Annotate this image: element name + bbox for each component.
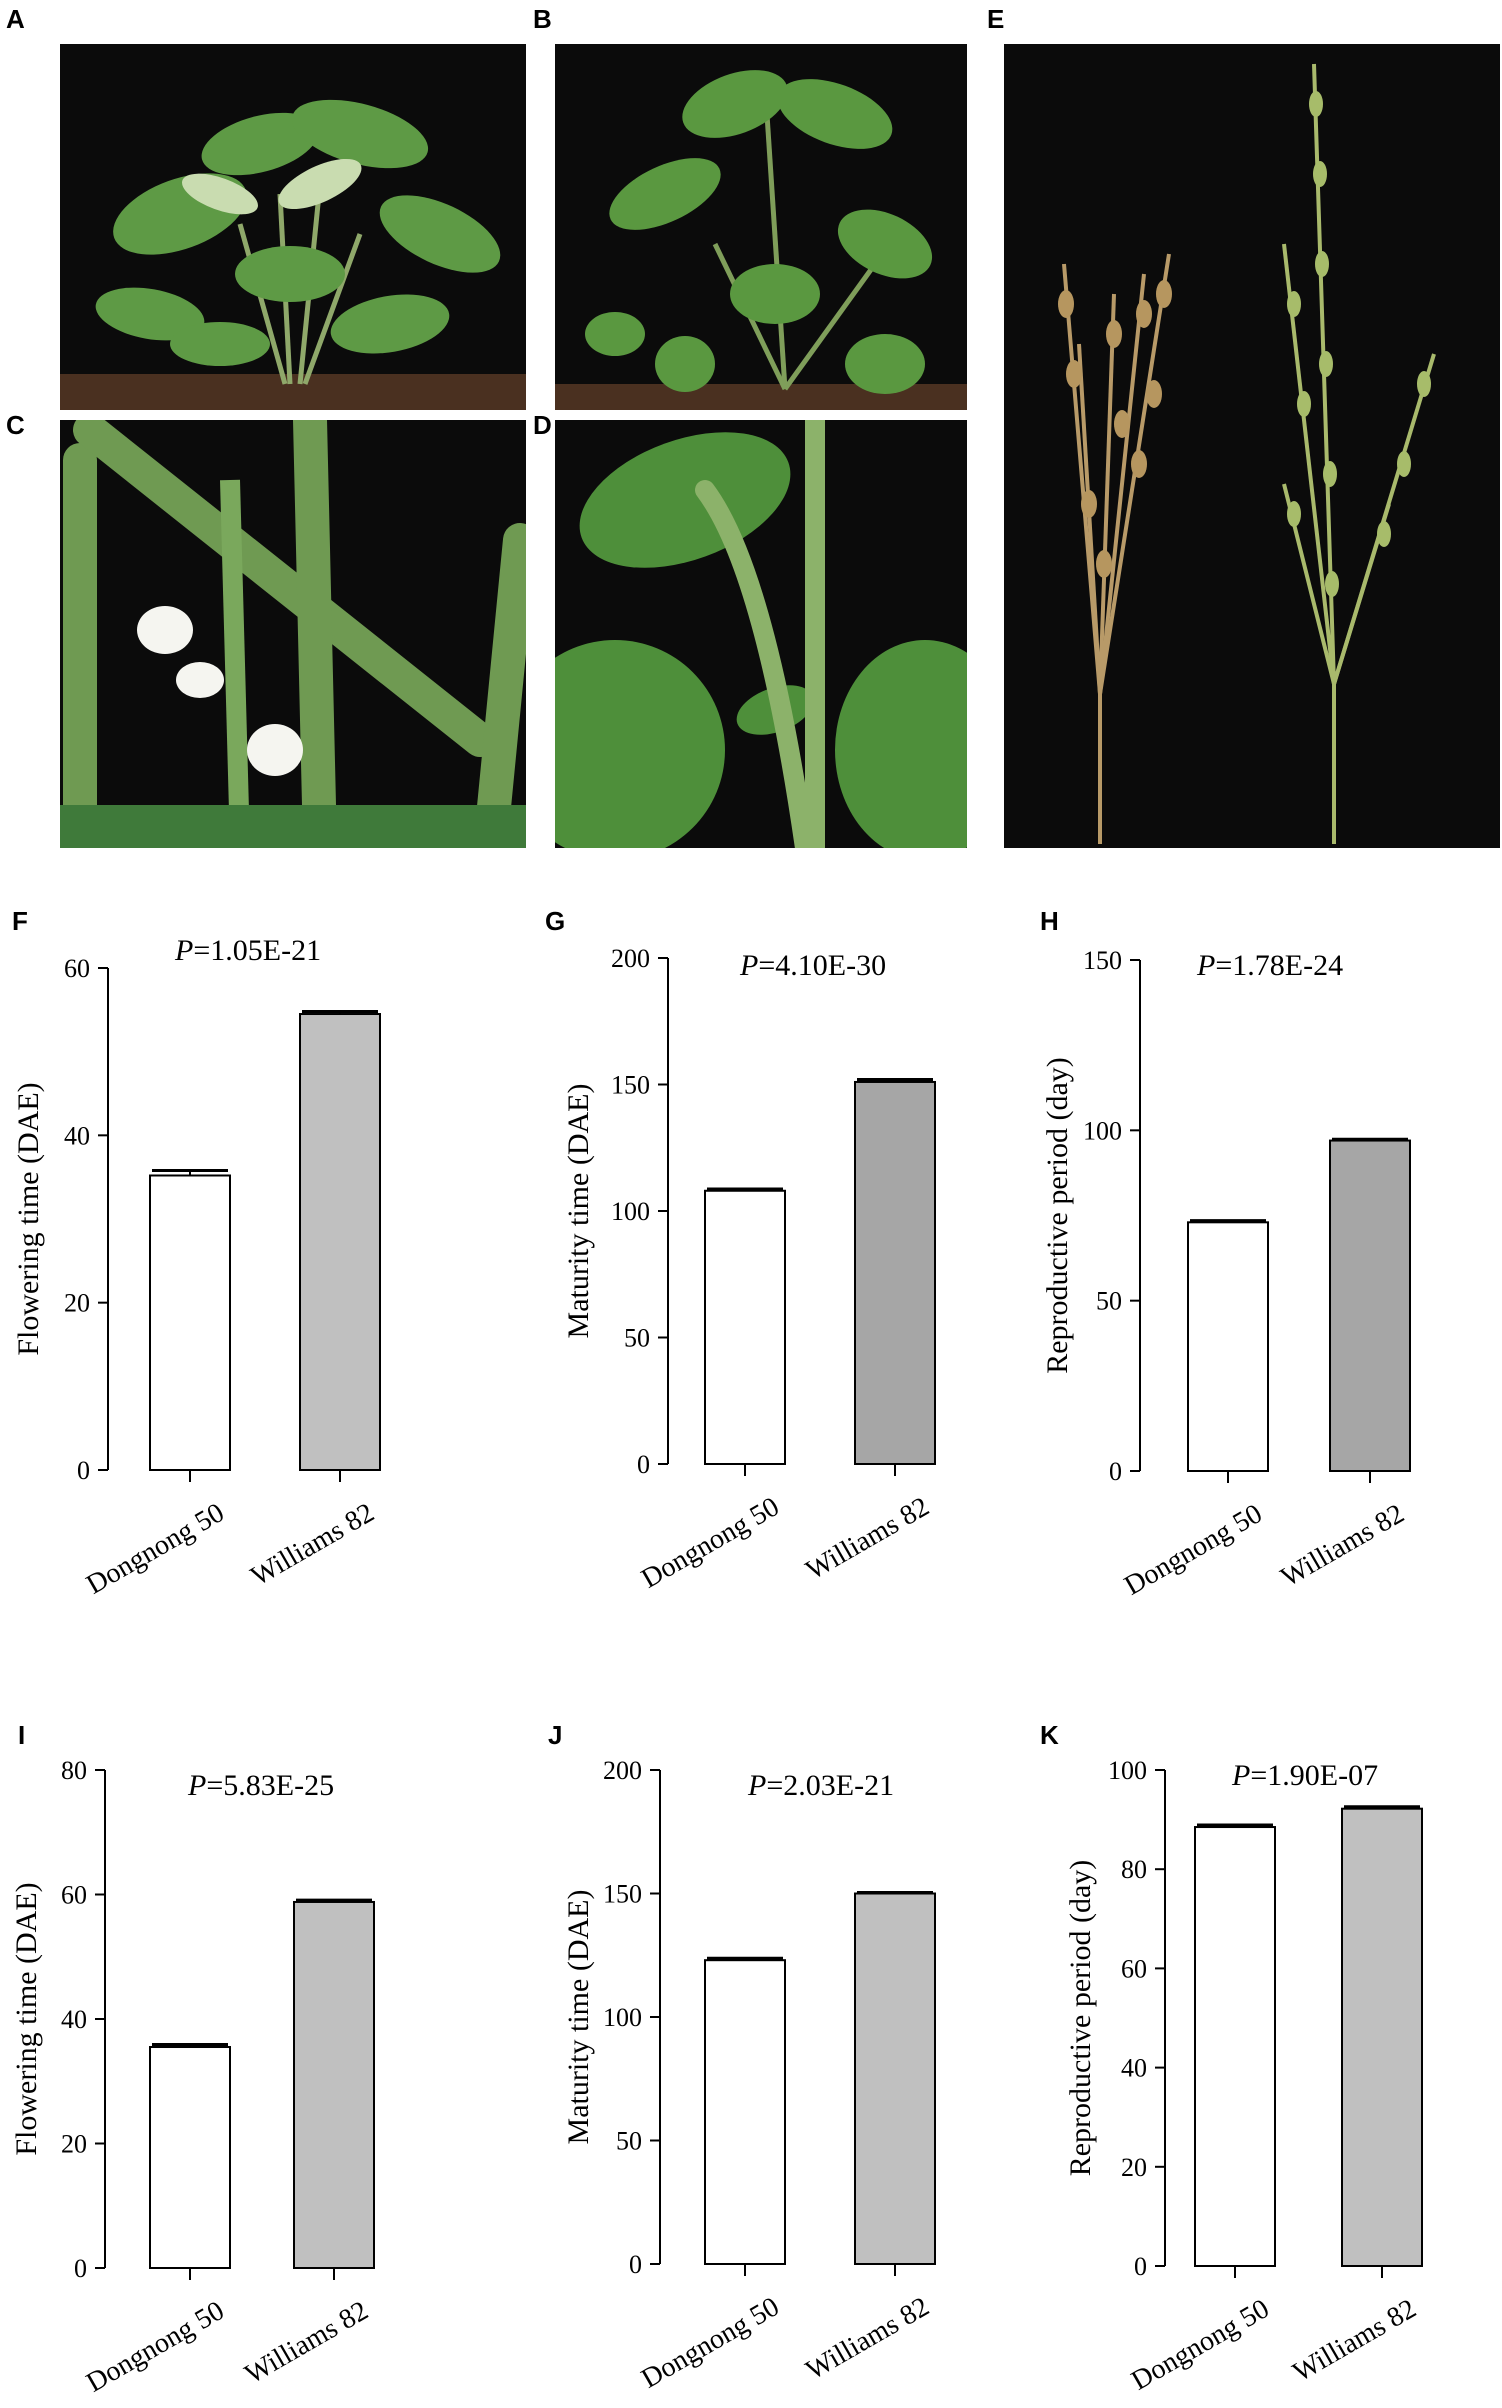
category-label: Dongnong 50 [1126,2293,1274,2396]
panel-letter-e: E [987,4,1005,34]
y-tick-label: 150 [611,1071,650,1100]
y-tick-label: 60 [1121,1954,1147,1983]
bar [1341,1807,1423,2268]
bar [149,2046,231,2270]
y-tick-label: 100 [603,2003,642,2032]
y-tick-label: 50 [624,1324,650,1353]
y-tick-label: 0 [77,1456,90,1485]
soybean-stem-leaf-photo-icon [555,420,967,848]
y-tick-label: 40 [64,1121,90,1150]
y-tick-label: 80 [1121,1855,1147,1884]
chart-f-flowering-time: P=1.05E-21 0 20 40 60 Flowering time (DAE) Don… [0,930,480,1630]
chart-svg: P=5.83E-25 0 20 40 60 80 Flowering time (DAE) D… [10,1756,375,2399]
category-label: Williams 82 [801,2291,935,2386]
chart-g-maturity-time: P=4.10E-30 0 50 100 150 200 Maturity time (DAE… [520,930,1000,1630]
category-label: Dongnong 50 [636,1491,784,1594]
panel-letter-b: B [533,4,552,34]
bar [854,1892,936,2265]
photo-e-mature-plants [1004,44,1500,848]
panel-letter-d: D [533,410,552,440]
y-tick-label: 0 [1109,1457,1122,1486]
y-axis-label: Maturity time (DAE) [562,1890,595,2145]
y-tick-label: 20 [61,2130,87,2159]
p-value-label: P=1.05E-21 [174,934,321,967]
category-label: Dongnong 50 [636,2291,784,2394]
y-axis-label: Flowering time (DAE) [12,1082,45,1355]
bar [704,1959,786,2265]
soybean-plant-photo-icon [60,44,526,410]
bar [293,1900,375,2269]
panel-letter-c: C [6,410,25,440]
p-value-label: P=5.83E-25 [187,1769,334,1802]
panel-letter-a: A [6,4,25,34]
category-label: Dongnong 50 [81,2295,229,2398]
bar [704,1189,786,1465]
soybean-flower-photo-icon [60,420,526,848]
y-tick-label: 40 [61,2005,87,2034]
photo-a-soybean-plant [60,44,526,410]
y-tick-label: 80 [61,1756,87,1785]
y-tick-label: 40 [1121,2054,1147,2083]
bar [1329,1139,1411,1472]
panel-letter-g: G [545,906,566,936]
y-tick-label: 150 [603,1880,642,1909]
chart-svg: P=1.05E-21 0 20 40 60 Flowering time (DAE) Don… [12,934,381,1601]
category-label: Dongnong 50 [1119,1498,1267,1601]
soybean-plant-photo-icon [555,44,967,410]
y-tick-label: 200 [611,944,650,973]
chart-k-reproductive-period: P=1.90E-07 0 20 40 60 80 100 Reproductive perio… [1010,1740,1490,2400]
bar [1187,1221,1269,1472]
y-tick-label: 100 [1083,1116,1122,1145]
category-label: Dongnong 50 [81,1497,229,1600]
bar [299,1013,381,1472]
chart-svg: P=1.90E-07 0 20 40 60 80 100 Reproductive perio… [1064,1756,1423,2397]
bar [149,1174,231,1471]
y-tick-label: 0 [1134,2252,1147,2281]
category-label: Williams 82 [246,1497,380,1592]
category-label: Williams 82 [1288,2293,1422,2388]
p-value-label: P=1.78E-24 [1196,949,1343,982]
y-tick-label: 50 [616,2127,642,2156]
y-tick-label: 60 [61,1881,87,1910]
y-tick-label: 60 [64,954,90,983]
p-value-label: P=2.03E-21 [747,1769,894,1802]
chart-i-flowering-time: P=5.83E-25 0 20 40 60 80 Flowering time (DAE) D… [0,1740,480,2400]
y-axis-label: Maturity time (DAE) [562,1084,595,1339]
y-tick-label: 100 [1108,1756,1147,1785]
panel-letter-j: J [548,1720,563,1750]
panel-letter-f: F [12,906,28,936]
p-value-label: P=1.90E-07 [1231,1759,1378,1792]
y-tick-label: 200 [603,1756,642,1785]
y-tick-label: 0 [629,2250,642,2279]
chart-svg: P=2.03E-21 0 50 100 150 200 Maturity time (DAE… [562,1756,936,2395]
chart-svg: P=4.10E-30 0 50 100 150 200 Maturity time (DAE… [562,944,936,1595]
category-label: Williams 82 [240,2295,374,2390]
y-tick-label: 50 [1096,1287,1122,1316]
panel-letter-k: K [1040,1720,1059,1750]
category-label: Williams 82 [1276,1498,1410,1593]
category-label: Williams 82 [801,1491,935,1586]
y-axis-label: Reproductive period (day) [1041,1057,1074,1374]
y-tick-label: 20 [64,1289,90,1318]
panel-letter-h: H [1040,906,1059,936]
chart-h-reproductive-period: P=1.78E-24 0 50 100 150 Reproductive period (… [1010,930,1490,1630]
bar [1194,1826,1276,2267]
bar [854,1080,936,1465]
photo-b-soybean-plant [555,44,967,410]
y-axis-label: Reproductive period (day) [1064,1860,1097,2177]
y-axis-label: Flowering time (DAE) [10,1882,43,2155]
y-tick-label: 20 [1121,2153,1147,2182]
y-tick-label: 0 [74,2254,87,2283]
panel-letter-i: I [18,1720,26,1750]
mature-plants-photo-icon [1004,44,1500,848]
y-tick-label: 150 [1083,946,1122,975]
y-tick-label: 0 [637,1450,650,1479]
p-value-label: P=4.10E-30 [739,949,886,982]
y-tick-label: 100 [611,1197,650,1226]
photo-c-soybean-flower [60,420,526,848]
chart-j-maturity-time: P=2.03E-21 0 50 100 150 200 Maturity time (DAE… [520,1740,1000,2400]
photo-d-soybean-stem-leaf [555,420,967,848]
chart-svg: P=1.78E-24 0 50 100 150 Reproductive period (… [1041,946,1411,1602]
